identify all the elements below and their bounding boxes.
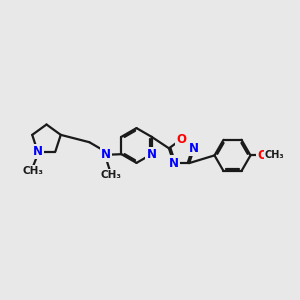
Text: N: N — [147, 148, 157, 161]
Text: O: O — [257, 149, 267, 162]
Text: N: N — [169, 157, 179, 169]
Text: N: N — [33, 145, 43, 158]
Text: N: N — [189, 142, 199, 155]
Text: N: N — [101, 148, 111, 161]
Text: CH₃: CH₃ — [100, 169, 122, 180]
Text: O: O — [176, 133, 187, 146]
Text: CH₃: CH₃ — [23, 167, 44, 176]
Text: CH₃: CH₃ — [265, 150, 284, 161]
